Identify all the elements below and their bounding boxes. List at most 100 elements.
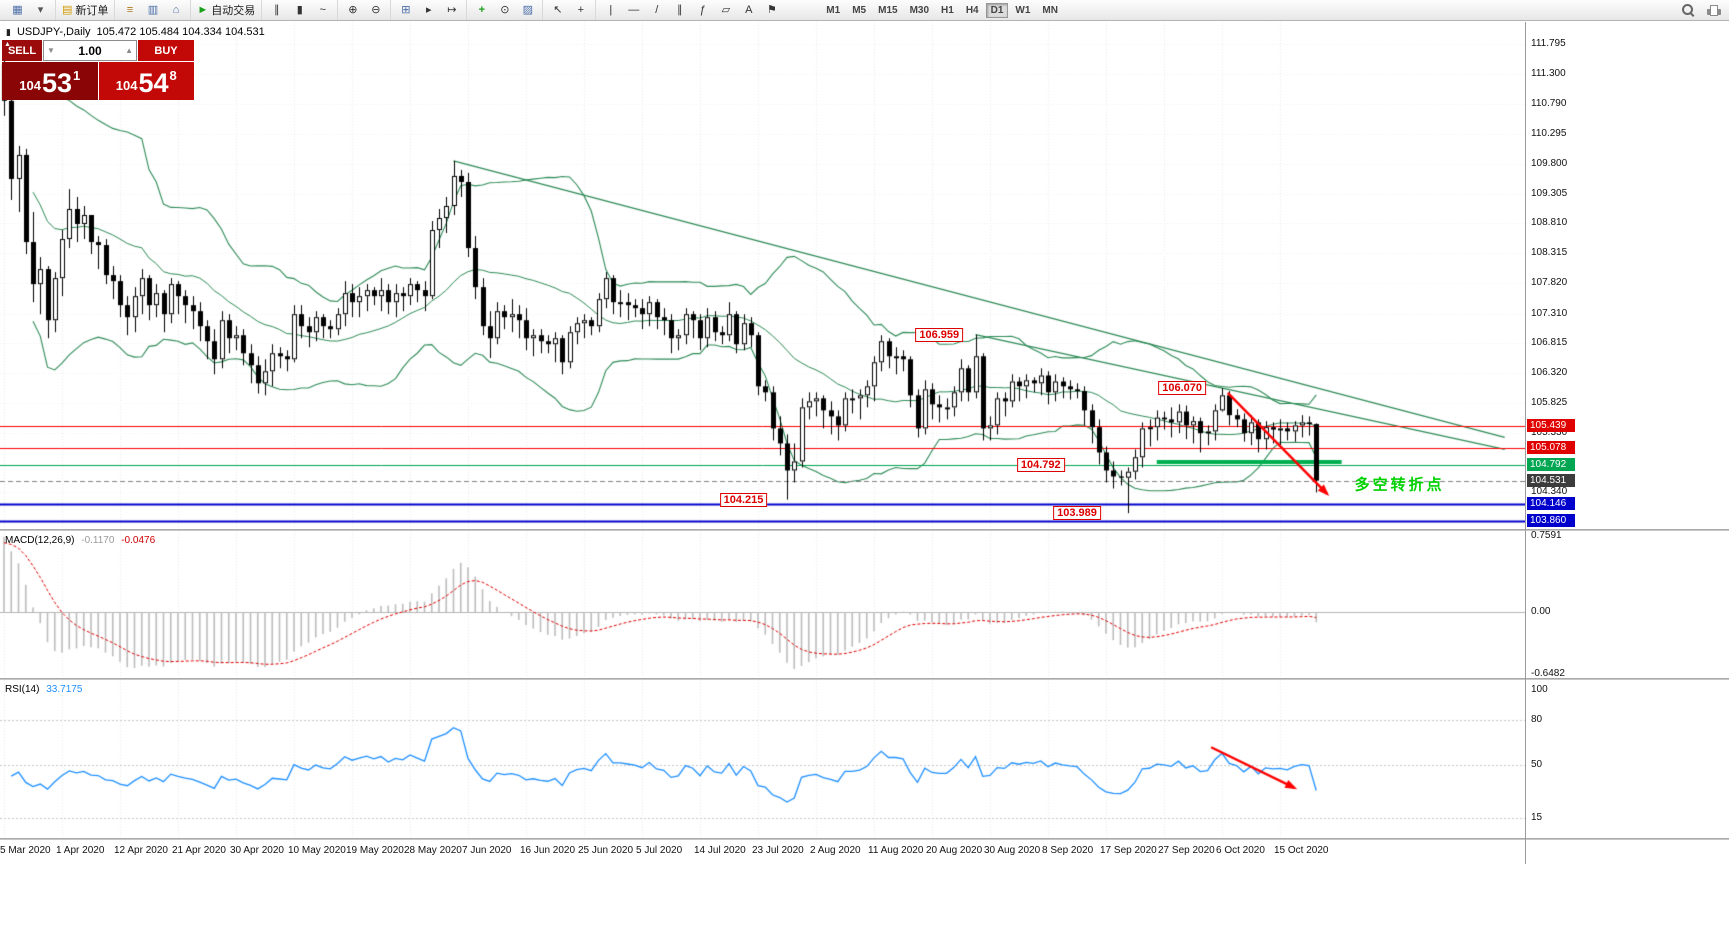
rsi-name: RSI(14) bbox=[5, 684, 40, 695]
macd-indicator-label: MACD(12,26,9) -0.1170 -0.0476 bbox=[5, 535, 155, 546]
chart-profiles-icon[interactable]: ▾ bbox=[37, 3, 44, 16]
candlestick-chart-icon[interactable]: ▮ bbox=[296, 3, 303, 16]
price-tag-103.860: 103.860 bbox=[1527, 513, 1575, 527]
auto-scroll-icon[interactable]: ▸ bbox=[426, 3, 432, 16]
panel-separator-macd[interactable] bbox=[0, 529, 1729, 531]
toolbar-button-groups: ▦ ▾ ▤ 新订单 ≡ ▥ ⌂ ► 自动交易 ∥ ▮ ~ ⊕ ⊖ ⊞ ▸ ↦ + ⊙ ▨ ↖ + | — / ∥ ƒ ▱ A ⚑ bbox=[3, 0, 786, 20]
crosshair-icon[interactable]: + bbox=[577, 3, 585, 16]
date-axis-label: 30 Aug 2020 bbox=[984, 845, 1041, 856]
volume-increase-icon[interactable]: ▲ bbox=[125, 45, 133, 55]
print-icon[interactable] bbox=[1707, 4, 1721, 17]
chart-icon: ▮ bbox=[6, 26, 11, 37]
macd-panel-canvas[interactable] bbox=[0, 531, 1526, 678]
ask-price-display[interactable]: 104 54 8 bbox=[98, 62, 194, 100]
price-axis-label: 108.315 bbox=[1531, 247, 1568, 259]
chart-shift-icon[interactable]: ↦ bbox=[447, 3, 457, 16]
price-chart-canvas[interactable] bbox=[0, 22, 1526, 529]
timeframe-button-m5[interactable]: M5 bbox=[852, 4, 867, 16]
macd-name: MACD(12,26,9) bbox=[5, 535, 75, 546]
text-icon[interactable]: A bbox=[745, 3, 753, 16]
volume-value[interactable]: 1.00 bbox=[78, 43, 102, 58]
price-axis-label: 111.300 bbox=[1531, 67, 1566, 79]
date-axis-label: 12 Apr 2020 bbox=[114, 845, 168, 856]
price-axis-label: 104.340 bbox=[1531, 486, 1568, 498]
date-axis-label: 27 Sep 2020 bbox=[1158, 845, 1215, 856]
horizontal-line-icon[interactable]: — bbox=[628, 3, 640, 16]
volume-decrease-icon[interactable]: ▼ bbox=[47, 45, 55, 55]
macd-axis-max: 0.7591 bbox=[1531, 530, 1562, 541]
price-tag-104.531: 104.531 bbox=[1527, 473, 1575, 487]
data-window-icon[interactable]: ▥ bbox=[147, 3, 159, 16]
date-axis-label: 6 Oct 2020 bbox=[1216, 845, 1265, 856]
new-order-button[interactable]: ▤ 新订单 bbox=[62, 3, 109, 18]
date-axis-label: 19 May 2020 bbox=[346, 845, 404, 856]
date-axis: 5 Mar 2020 1 Apr 2020 12 Apr 2020 21 Apr 20… bbox=[0, 840, 1729, 866]
rsi-value: 33.7175 bbox=[46, 684, 83, 695]
ask-price-pips: 54 bbox=[138, 68, 169, 98]
navigator-icon[interactable]: ⌂ bbox=[172, 3, 180, 16]
timeframe-button-h1[interactable]: H1 bbox=[941, 4, 954, 16]
trendline-icon[interactable]: / bbox=[655, 3, 659, 16]
periods-icon[interactable]: ⊙ bbox=[500, 3, 510, 16]
vertical-line-icon[interactable]: | bbox=[609, 3, 613, 16]
date-axis-label: 5 Jul 2020 bbox=[636, 845, 683, 856]
bar-chart-icon[interactable]: ∥ bbox=[274, 3, 280, 16]
buy-button-label: BUY bbox=[154, 44, 178, 57]
date-axis-label: 14 Jul 2020 bbox=[694, 845, 746, 856]
timeframe-button-m15[interactable]: M15 bbox=[878, 4, 898, 16]
date-axis-label: 5 Mar 2020 bbox=[0, 845, 51, 856]
axis-separator bbox=[1525, 22, 1526, 864]
rsi-indicator-label: RSI(14) 33.7175 bbox=[5, 684, 82, 695]
zoom-in-icon[interactable]: ⊕ bbox=[348, 3, 358, 16]
indicators-icon[interactable]: + bbox=[478, 3, 486, 16]
date-axis-label: 25 Jun 2020 bbox=[578, 845, 634, 856]
search-icon[interactable] bbox=[1681, 3, 1695, 17]
price-tag-105.439: 105.439 bbox=[1527, 419, 1575, 433]
price-axis-label: 110.295 bbox=[1531, 128, 1567, 140]
panel-separator-dates bbox=[0, 838, 1729, 840]
rsi-axis-50: 50 bbox=[1531, 759, 1543, 770]
sell-button-label: SELL bbox=[7, 44, 37, 57]
shapes-icon[interactable]: ▱ bbox=[721, 3, 731, 16]
volume-stepper[interactable]: ▼ 1.00 ▲ bbox=[43, 40, 137, 61]
timeframe-button-m1[interactable]: M1 bbox=[826, 4, 841, 16]
sell-button[interactable]: ▲ SELL bbox=[2, 40, 42, 61]
one-click-collapse-icon[interactable]: ▲ bbox=[4, 41, 11, 48]
new-chart-icon[interactable]: ▦ bbox=[12, 3, 23, 16]
cursor-icon[interactable]: ↖ bbox=[553, 3, 563, 16]
ask-price-prefix: 104 bbox=[115, 78, 138, 93]
price-axis-label: 111.795 bbox=[1531, 38, 1566, 49]
date-axis-label: 28 May 2020 bbox=[404, 845, 462, 856]
arrow-label-icon[interactable]: ⚑ bbox=[766, 3, 777, 16]
templates-icon[interactable]: ▨ bbox=[522, 3, 533, 16]
auto-trading-button[interactable]: ► 自动交易 bbox=[197, 3, 256, 18]
rsi-panel-canvas[interactable] bbox=[0, 680, 1526, 839]
date-axis-label: 10 May 2020 bbox=[288, 845, 346, 856]
buy-button[interactable]: BUY bbox=[138, 40, 194, 61]
fibonacci-icon[interactable]: ƒ bbox=[699, 3, 706, 16]
timeframe-button-m30[interactable]: M30 bbox=[909, 4, 930, 16]
macd-axis-zero: 0.00 bbox=[1531, 606, 1551, 617]
line-chart-icon[interactable]: ~ bbox=[319, 3, 327, 16]
timeframe-button-mn[interactable]: MN bbox=[1042, 4, 1058, 16]
timeframe-button-w1[interactable]: W1 bbox=[1015, 4, 1031, 16]
bid-price-prefix: 104 bbox=[19, 78, 41, 93]
date-axis-label: 20 Aug 2020 bbox=[926, 845, 983, 856]
zoom-out-icon[interactable]: ⊖ bbox=[371, 3, 381, 16]
timeframe-button-h4[interactable]: H4 bbox=[965, 4, 979, 16]
tile-windows-icon[interactable]: ⊞ bbox=[401, 3, 411, 16]
price-axis-label: 105.825 bbox=[1531, 396, 1568, 408]
rsi-axis-100: 100 bbox=[1531, 684, 1548, 695]
channel-icon[interactable]: ∥ bbox=[677, 3, 683, 16]
date-axis-label: 2 Aug 2020 bbox=[810, 845, 861, 856]
price-axis-label: 109.800 bbox=[1531, 157, 1568, 169]
toolbar-right-tools bbox=[1681, 3, 1721, 17]
price-axis-label: 107.820 bbox=[1531, 276, 1568, 288]
market-watch-icon[interactable]: ≡ bbox=[126, 3, 134, 16]
timeframe-button-d1[interactable]: D1 bbox=[985, 2, 1009, 18]
chart-header: ▮ USDJPY-,Daily 105.472 105.484 104.334 … bbox=[6, 26, 265, 38]
toolbar: ▦ ▾ ▤ 新订单 ≡ ▥ ⌂ ► 自动交易 ∥ ▮ ~ ⊕ ⊖ ⊞ ▸ ↦ + ⊙ ▨ ↖ + | — / ∥ ƒ ▱ A ⚑ M1 M5… bbox=[0, 0, 1729, 21]
panel-separator-rsi[interactable] bbox=[0, 678, 1729, 680]
bid-price-display[interactable]: 104 53 1 bbox=[2, 62, 98, 100]
